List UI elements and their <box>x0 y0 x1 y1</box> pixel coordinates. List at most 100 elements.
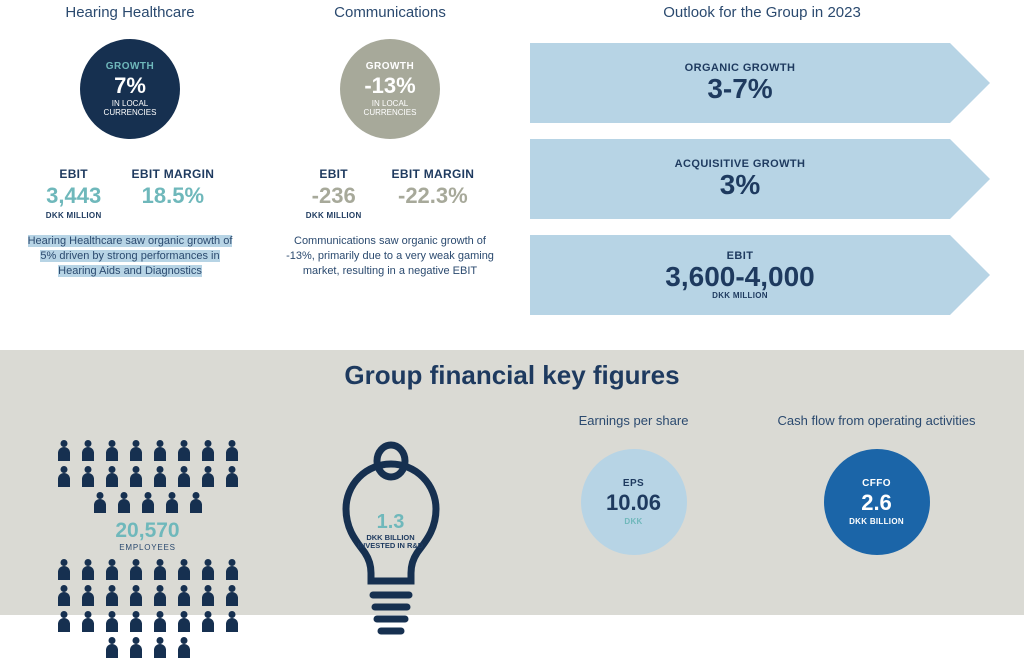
person-icon <box>224 558 240 580</box>
eps-unit: DKK <box>624 517 642 526</box>
margin-value: 18.5% <box>132 183 215 209</box>
margin-value: -22.3% <box>392 183 475 209</box>
segment-title: Communications <box>275 4 505 21</box>
person-icon <box>224 465 240 487</box>
growth-circle: GROWTH 7% IN LOCALCURRENCIES <box>80 39 180 139</box>
person-icon <box>128 465 144 487</box>
outlook-arrow-1: ACQUISITIVE GROWTH 3% <box>530 139 994 219</box>
margin-metric: EBIT MARGIN -22.3% <box>392 167 475 220</box>
person-icon <box>200 465 216 487</box>
kpi-rd: 1.3 DKK BILLIONINVESTED IN R&D <box>273 403 508 629</box>
arrow-value: 3% <box>720 170 760 199</box>
person-icon <box>176 558 192 580</box>
outlook-title: Outlook for the Group in 2023 <box>530 4 994 21</box>
person-icon <box>176 439 192 461</box>
cffo-title: Cash flow from operating activities <box>759 403 994 439</box>
person-icon <box>200 584 216 606</box>
growth-sub: IN LOCALCURRENCIES <box>364 100 417 118</box>
bottom-title: Group financial key figures <box>30 360 994 391</box>
growth-value: -13% <box>364 73 415 99</box>
person-icon <box>104 610 120 632</box>
person-icon <box>104 558 120 580</box>
person-icon <box>224 610 240 632</box>
person-icon <box>128 558 144 580</box>
cffo-unit: DKK BILLION <box>849 517 904 526</box>
person-icon <box>164 491 180 513</box>
growth-circle: GROWTH -13% IN LOCALCURRENCIES <box>340 39 440 139</box>
person-icon <box>152 465 168 487</box>
person-icon <box>56 439 72 461</box>
person-icon <box>56 584 72 606</box>
segment-blurb: Communications saw organic growth of -13… <box>275 234 505 279</box>
eps-label: EPS <box>623 478 644 489</box>
person-icon <box>80 584 96 606</box>
person-icon <box>128 439 144 461</box>
eps-value: 10.06 <box>606 490 661 516</box>
person-icon <box>152 584 168 606</box>
person-icon <box>80 465 96 487</box>
person-icon <box>188 491 204 513</box>
person-icon <box>152 558 168 580</box>
person-icon <box>224 439 240 461</box>
arrow-value: 3-7% <box>707 74 772 103</box>
person-icon <box>80 439 96 461</box>
person-icon <box>176 584 192 606</box>
ebit-metric: EBIT -236 DKK MILLION <box>306 167 362 220</box>
person-icon <box>128 584 144 606</box>
person-icon <box>56 465 72 487</box>
person-icon <box>176 610 192 632</box>
cffo-value: 2.6 <box>861 490 892 516</box>
person-icon <box>104 636 120 658</box>
cffo-label: CFFO <box>862 478 891 489</box>
margin-label: EBIT MARGIN <box>132 167 215 181</box>
person-icon <box>80 610 96 632</box>
segment-title: Hearing Healthcare <box>15 4 245 21</box>
person-icon <box>200 558 216 580</box>
person-icon <box>128 636 144 658</box>
kpi-eps: Earnings per share EPS 10.06 DKK <box>516 403 751 555</box>
person-icon <box>176 636 192 658</box>
arrow-label: EBIT <box>727 250 754 262</box>
outlook-arrow-0: ORGANIC GROWTH 3-7% <box>530 43 994 123</box>
ebit-label: EBIT <box>306 167 362 181</box>
margin-unit <box>132 211 215 220</box>
kpi-employees: 20,570 EMPLOYEES <box>30 403 265 619</box>
segment-1: Communications GROWTH -13% IN LOCALCURRE… <box>260 0 520 350</box>
person-icon <box>152 610 168 632</box>
rd-label: DKK BILLIONINVESTED IN R&D <box>326 534 456 551</box>
growth-label: GROWTH <box>366 61 415 72</box>
person-icon <box>80 558 96 580</box>
person-icon <box>152 439 168 461</box>
person-icon <box>128 610 144 632</box>
person-icon <box>200 439 216 461</box>
person-icon <box>200 610 216 632</box>
person-icon <box>56 558 72 580</box>
kpi-cffo: Cash flow from operating activities CFFO… <box>759 403 994 555</box>
ebit-unit: DKK MILLION <box>46 211 102 220</box>
person-icon <box>176 465 192 487</box>
ebit-value: 3,443 <box>46 183 102 209</box>
eps-title: Earnings per share <box>516 403 751 439</box>
employees-label: EMPLOYEES <box>30 543 265 552</box>
ebit-label: EBIT <box>46 167 102 181</box>
arrow-sub: DKK MILLION <box>712 291 768 300</box>
segment-blurb: Hearing Healthcare saw organic growth of… <box>15 234 245 279</box>
segment-0: Hearing Healthcare GROWTH 7% IN LOCALCUR… <box>0 0 260 350</box>
person-icon <box>104 465 120 487</box>
person-icon <box>224 584 240 606</box>
employees-value: 20,570 <box>30 519 265 543</box>
margin-unit <box>392 211 475 220</box>
person-icon <box>104 439 120 461</box>
person-icon <box>152 636 168 658</box>
growth-value: 7% <box>114 73 146 99</box>
person-icon <box>92 491 108 513</box>
rd-value: 1.3 <box>326 511 456 534</box>
growth-label: GROWTH <box>106 61 155 72</box>
arrow-value: 3,600-4,000 <box>665 262 814 291</box>
person-icon <box>104 584 120 606</box>
person-icon <box>56 610 72 632</box>
ebit-unit: DKK MILLION <box>306 211 362 220</box>
margin-metric: EBIT MARGIN 18.5% <box>132 167 215 220</box>
margin-label: EBIT MARGIN <box>392 167 475 181</box>
person-icon <box>140 491 156 513</box>
